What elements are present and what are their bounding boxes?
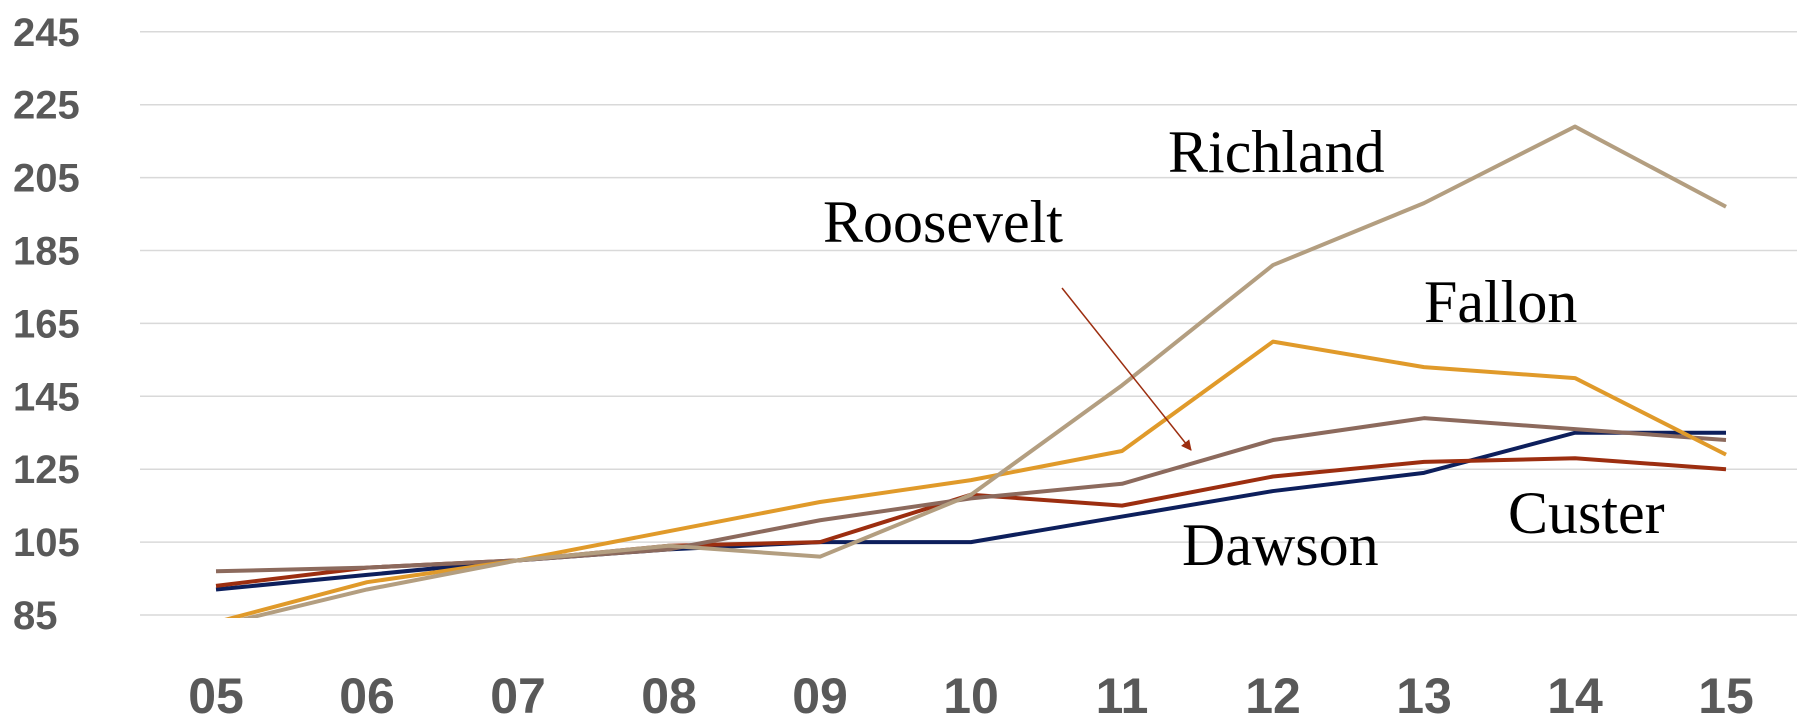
x-tick-label: 09 <box>792 668 848 718</box>
x-axis-ticks: 05 06 07 08 09 10 11 12 13 14 15 <box>188 668 1754 718</box>
x-tick-label: 12 <box>1245 668 1301 718</box>
x-tick-label: 06 <box>339 668 395 718</box>
x-tick-label: 15 <box>1698 668 1754 718</box>
y-tick-label: 145 <box>13 375 80 419</box>
series-line-roosevelt <box>215 416 1727 574</box>
series-line-fallon <box>224 339 1727 618</box>
x-tick-label: 13 <box>1396 668 1452 718</box>
y-tick-label: 105 <box>13 521 80 565</box>
roosevelt-annotation-arrow <box>1061 287 1192 451</box>
richland-label: Richland <box>1168 119 1385 185</box>
y-tick-label: 245 <box>13 11 80 55</box>
series-lines <box>215 124 1727 618</box>
y-tick-label: 125 <box>13 448 80 492</box>
x-tick-label: 07 <box>490 668 546 718</box>
y-tick-label: 165 <box>13 302 80 346</box>
y-tick-label: 205 <box>13 157 80 201</box>
y-tick-label: 185 <box>13 230 80 274</box>
roosevelt-label: Roosevelt <box>823 189 1063 255</box>
x-tick-label: 08 <box>641 668 697 718</box>
gridlines <box>140 31 1797 616</box>
series-line-dawson <box>215 430 1726 592</box>
y-axis-ticks: 85 105 125 145 165 185 205 225 245 <box>13 11 80 638</box>
x-tick-label: 05 <box>188 668 244 718</box>
series-line-richland <box>240 124 1727 618</box>
x-tick-label: 11 <box>1096 668 1149 718</box>
custer-label: Custer <box>1508 480 1665 546</box>
x-tick-label: 14 <box>1547 668 1603 718</box>
y-tick-label: 85 <box>13 594 58 638</box>
y-tick-label: 225 <box>13 84 80 128</box>
x-tick-label: 10 <box>943 668 999 718</box>
fallon-label: Fallon <box>1424 269 1577 335</box>
dawson-label: Dawson <box>1182 512 1379 578</box>
